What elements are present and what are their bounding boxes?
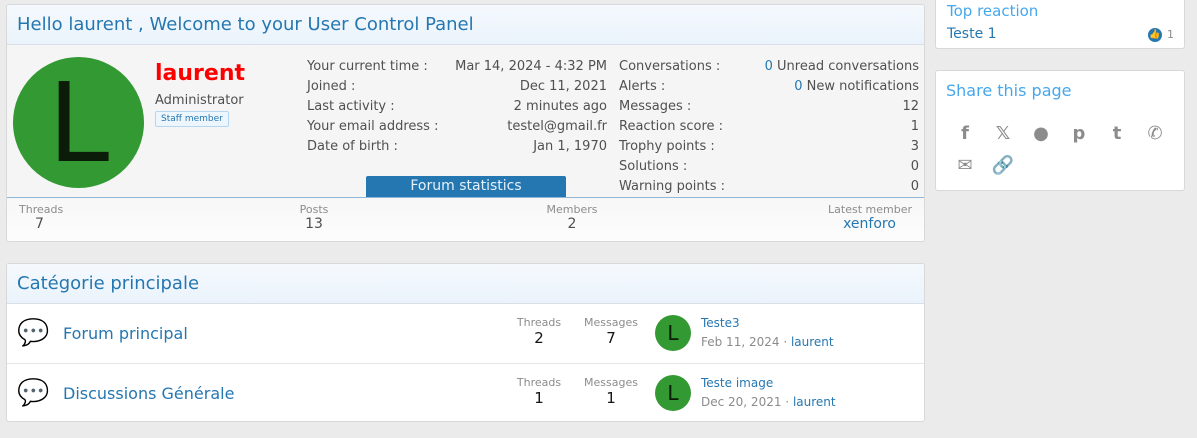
stat-value: 13 [305, 216, 323, 232]
last-post-user[interactable]: laurent [792, 395, 836, 409]
info-label: Solutions : [619, 159, 688, 174]
info-value: 1 [910, 119, 919, 134]
top-reaction-item[interactable]: Teste 1 [947, 26, 997, 42]
share-block: Share this page f 𝕏 ● p t ✆ ✉ 🔗 [935, 70, 1185, 191]
last-post-date[interactable]: Feb 11, 2024 [701, 335, 780, 349]
forum-threads: Threads 2 [511, 316, 567, 347]
stat-label: Latest member [828, 203, 912, 216]
reaction-count: 1 [1167, 28, 1174, 41]
link-icon[interactable]: 🔗 [991, 154, 1015, 176]
staff-badge: Staff member [155, 111, 229, 127]
last-post-date[interactable]: Dec 20, 2021 [701, 395, 782, 409]
forum-row: 💬 Discussions Générale Threads 1 Messages… [7, 363, 924, 421]
info-label: Trophy points : [619, 139, 715, 154]
forum-bubbles-icon: 💬 [17, 378, 50, 408]
info-count[interactable]: 0 [764, 59, 773, 74]
stat-latest-member: Latest member xenforo [797, 203, 912, 232]
threads-label: Threads [516, 316, 562, 329]
user-role: Administrator [155, 93, 244, 108]
info-label: Conversations : [619, 59, 721, 74]
facebook-icon[interactable]: f [961, 122, 969, 144]
info-label: Alerts : [619, 79, 666, 94]
share-title: Share this page [946, 81, 1072, 100]
stat-label: Threads [19, 203, 64, 216]
stat-value[interactable]: xenforo [843, 216, 896, 232]
username[interactable]: laurent [155, 61, 245, 86]
info-value[interactable]: 0 Unread conversations [707, 57, 919, 77]
avatar-letter: L [47, 58, 110, 187]
info-value: 2 minutes ago [513, 99, 607, 114]
info-label: Joined : [307, 79, 356, 94]
last-post-meta: Feb 11, 2024 · laurent [701, 335, 834, 349]
info-value-text: New notifications [806, 79, 919, 94]
info-label: Your email address : [307, 119, 439, 134]
info-count[interactable]: 0 [794, 79, 803, 94]
info-value[interactable]: 0 New notifications [707, 77, 919, 97]
info-value: 0 [910, 159, 919, 174]
threads-count: 2 [534, 329, 544, 347]
share-icons: f 𝕏 ● p t ✆ ✉ 🔗 [952, 120, 1182, 178]
forum-threads: Threads 1 [511, 376, 567, 407]
info-value-text: Unread conversations [777, 59, 919, 74]
pinterest-icon[interactable]: p [1072, 122, 1086, 144]
stats-bar [7, 197, 924, 241]
last-post-title[interactable]: Teste image [701, 376, 774, 390]
info-label: Date of birth : [307, 139, 398, 154]
info-value: 0 [910, 179, 919, 194]
user-avatar[interactable]: L [13, 57, 144, 188]
messages-count: 1 [606, 389, 616, 407]
avatar-letter: L [667, 321, 679, 345]
forum-row: 💬 Forum principal Threads 2 Messages 7 L T… [7, 304, 924, 363]
stat-threads: Threads 7 [19, 203, 64, 232]
info-value: 12 [902, 99, 919, 114]
forum-title[interactable]: Discussions Générale [63, 384, 235, 403]
top-reaction-block: Top reaction Teste 1 👍 1 [935, 0, 1185, 49]
reddit-icon[interactable]: ● [1033, 122, 1049, 144]
stat-value: 2 [567, 216, 577, 232]
info-value: Jan 1, 1970 [533, 139, 607, 154]
info-label: Messages : [619, 99, 692, 114]
forum-messages: Messages 7 [581, 316, 641, 347]
info-label: Reaction score : [619, 119, 724, 134]
messages-count: 7 [606, 329, 616, 347]
tumblr-icon[interactable]: t [1112, 122, 1122, 144]
whatsapp-icon[interactable]: ✆ [1147, 122, 1163, 144]
stat-value: 7 [35, 216, 44, 232]
last-post-user[interactable]: laurent [790, 335, 834, 349]
like-icon: 👍 [1148, 28, 1162, 42]
forum-messages: Messages 1 [581, 376, 641, 407]
last-poster-avatar[interactable]: L [655, 375, 691, 411]
info-label: Your current time : [307, 59, 428, 74]
forum-statistics-button[interactable]: Forum statistics [366, 176, 566, 197]
stat-posts: Posts 13 [269, 203, 359, 232]
messages-label: Messages [584, 376, 638, 389]
x-icon[interactable]: 𝕏 [995, 122, 1011, 144]
info-label: Warning points : [619, 179, 726, 194]
threads-count: 1 [534, 389, 544, 407]
last-poster-avatar[interactable]: L [655, 315, 691, 351]
info-label: Last activity : [307, 99, 395, 114]
info-value: testel@gmail.fr [507, 119, 607, 134]
forum-title[interactable]: Forum principal [63, 324, 188, 343]
last-post-title[interactable]: Teste3 [701, 316, 740, 330]
category-panel: Catégorie principale 💬 Forum principal T… [6, 263, 925, 422]
top-reaction-title: Top reaction [947, 2, 1039, 20]
avatar-letter: L [667, 381, 679, 405]
stat-members: Members 2 [527, 203, 617, 232]
welcome-panel: Hello laurent , Welcome to your User Con… [6, 4, 925, 242]
welcome-title: Hello laurent , Welcome to your User Con… [7, 5, 924, 45]
messages-label: Messages [584, 316, 638, 329]
email-icon[interactable]: ✉ [957, 154, 973, 176]
info-value: 3 [910, 139, 919, 154]
last-post-meta: Dec 20, 2021 · laurent [701, 395, 836, 409]
forum-bubbles-icon: 💬 [17, 318, 50, 348]
stat-label: Posts [299, 203, 329, 216]
category-title[interactable]: Catégorie principale [7, 264, 924, 304]
info-value: Mar 14, 2024 - 4:32 PM [455, 59, 607, 74]
info-value: Dec 11, 2021 [519, 79, 607, 94]
stat-label: Members [546, 203, 598, 216]
threads-label: Threads [516, 376, 562, 389]
